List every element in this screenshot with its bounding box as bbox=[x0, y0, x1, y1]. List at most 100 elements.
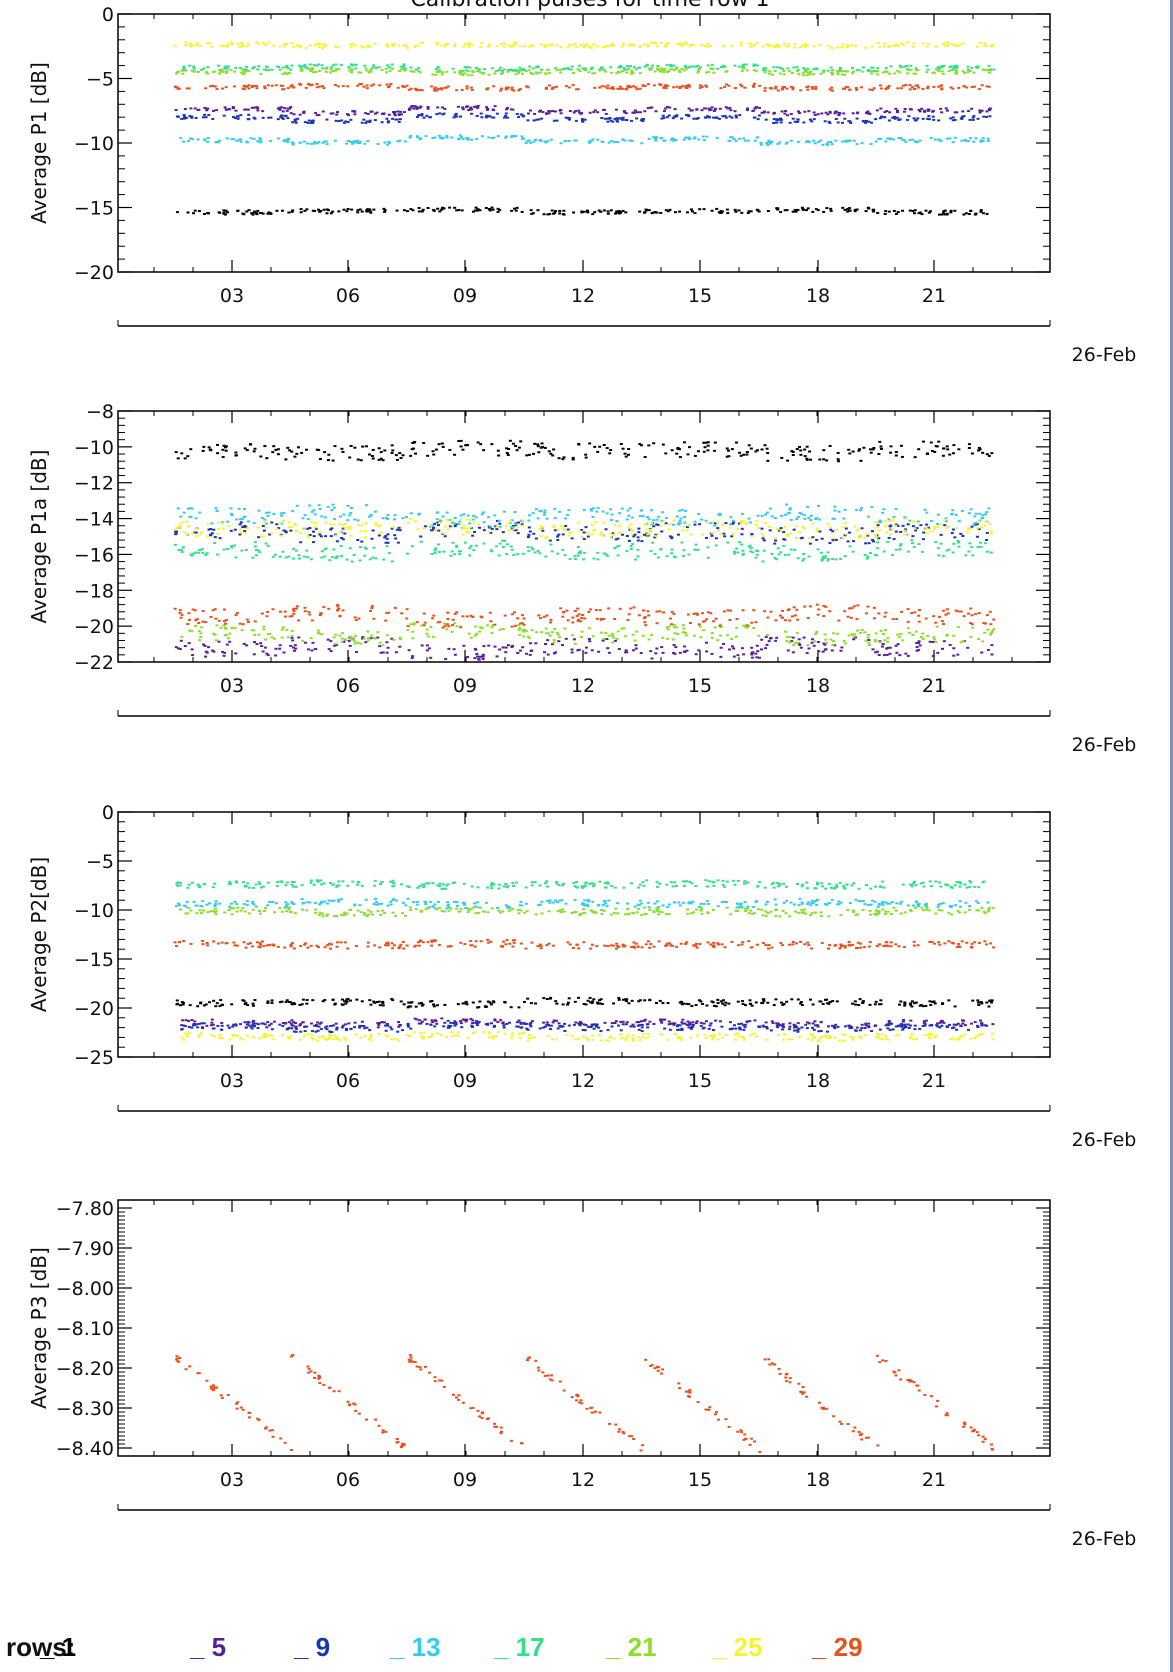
data-point bbox=[755, 136, 759, 139]
data-point bbox=[952, 67, 956, 70]
data-point bbox=[797, 638, 801, 641]
data-point bbox=[828, 444, 832, 447]
data-point bbox=[944, 107, 948, 110]
data-point bbox=[742, 653, 746, 656]
data-point bbox=[725, 70, 729, 73]
data-point bbox=[992, 618, 996, 621]
data-point bbox=[685, 136, 689, 139]
data-point bbox=[204, 1003, 208, 1006]
data-point bbox=[206, 72, 210, 75]
data-point bbox=[916, 117, 920, 120]
y-tick-label: −20 bbox=[74, 262, 114, 284]
data-point bbox=[931, 109, 935, 112]
data-point bbox=[664, 84, 668, 87]
x-tick-label: 12 bbox=[571, 1070, 595, 1092]
data-point bbox=[302, 110, 306, 113]
data-point bbox=[461, 448, 465, 451]
data-point bbox=[877, 137, 881, 140]
data-point bbox=[777, 529, 781, 532]
data-point bbox=[720, 210, 724, 213]
data-point bbox=[621, 87, 625, 90]
data-point bbox=[529, 71, 533, 74]
data-point bbox=[774, 619, 778, 622]
data-point bbox=[186, 507, 190, 510]
data-point bbox=[913, 527, 917, 530]
data-point bbox=[769, 142, 773, 145]
data-point bbox=[402, 209, 406, 212]
data-point bbox=[747, 517, 751, 520]
data-point bbox=[805, 86, 809, 89]
data-point bbox=[913, 611, 917, 614]
data-point bbox=[512, 43, 516, 46]
data-point bbox=[333, 83, 337, 86]
data-point bbox=[718, 211, 722, 214]
data-point bbox=[745, 451, 749, 454]
data-point bbox=[884, 525, 888, 528]
data-point bbox=[215, 624, 219, 627]
data-point bbox=[748, 521, 752, 524]
date-label: 26-Feb bbox=[1072, 344, 1137, 366]
data-point bbox=[384, 535, 388, 538]
data-point bbox=[486, 108, 490, 111]
data-point bbox=[742, 624, 746, 627]
data-point bbox=[500, 87, 504, 90]
data-point bbox=[260, 535, 264, 538]
data-point bbox=[971, 118, 975, 121]
data-point bbox=[311, 121, 315, 124]
data-point bbox=[636, 555, 640, 558]
data-point bbox=[212, 632, 216, 635]
data-point bbox=[243, 525, 247, 528]
data-point bbox=[198, 511, 202, 514]
data-point bbox=[625, 518, 629, 521]
data-point bbox=[596, 558, 600, 561]
data-point bbox=[262, 529, 266, 532]
data-point bbox=[505, 116, 509, 119]
data-point bbox=[667, 625, 671, 628]
data-point bbox=[173, 85, 177, 88]
data-point bbox=[828, 111, 832, 114]
data-point bbox=[299, 65, 303, 68]
data-point bbox=[371, 556, 375, 559]
data-point bbox=[412, 623, 416, 626]
data-point bbox=[911, 535, 915, 538]
data-point bbox=[247, 520, 251, 523]
chart-figure: Calibration pulses for time row 1 0−5−10… bbox=[27, 0, 1137, 1550]
data-point bbox=[747, 139, 751, 142]
data-point bbox=[806, 207, 810, 210]
data-point bbox=[917, 642, 921, 645]
data-point bbox=[629, 548, 633, 551]
data-point bbox=[923, 109, 927, 112]
data-point bbox=[604, 45, 608, 48]
data-point bbox=[718, 513, 722, 516]
data-point bbox=[329, 66, 333, 69]
data-point bbox=[927, 118, 931, 121]
data-point bbox=[391, 67, 395, 70]
y-tick-label: −10 bbox=[74, 437, 114, 459]
data-point bbox=[453, 522, 457, 525]
data-point bbox=[383, 209, 387, 212]
data-point bbox=[209, 534, 213, 537]
data-point bbox=[912, 88, 916, 91]
data-point bbox=[468, 526, 472, 529]
data-point bbox=[366, 113, 370, 116]
data-point bbox=[943, 213, 947, 216]
data-point bbox=[684, 631, 688, 634]
data-point bbox=[602, 521, 606, 524]
data-point bbox=[247, 69, 251, 72]
data-point bbox=[909, 68, 913, 71]
data-point bbox=[181, 1003, 185, 1006]
data-point bbox=[555, 85, 559, 88]
data-point bbox=[285, 999, 289, 1002]
data-point bbox=[242, 73, 246, 76]
data-point bbox=[591, 213, 595, 216]
data-point bbox=[894, 107, 898, 110]
data-point bbox=[660, 646, 664, 649]
data-point bbox=[974, 137, 978, 140]
data-point bbox=[980, 526, 984, 529]
data-point bbox=[786, 459, 790, 462]
data-point bbox=[276, 453, 280, 456]
data-point bbox=[214, 507, 218, 510]
figure-title: Calibration pulses for time row 1 bbox=[410, 0, 769, 12]
data-point bbox=[660, 136, 664, 139]
data-point bbox=[455, 209, 459, 212]
